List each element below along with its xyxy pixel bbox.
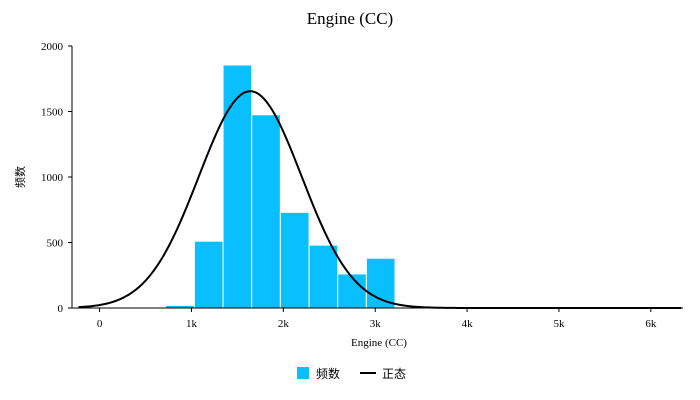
legend-line-label: 正态 — [382, 367, 406, 381]
legend-bar-swatch — [297, 367, 309, 379]
legend: 频数 正态 — [297, 366, 406, 381]
legend-bar-label: 频数 — [316, 366, 340, 381]
y-tick-label: 1500 — [41, 107, 64, 119]
x-tick-label: 1k — [186, 318, 198, 330]
histogram-bar-4 — [279, 211, 310, 309]
histogram-bar-1 — [193, 240, 224, 309]
x-tick-label: 0 — [97, 318, 103, 330]
histogram-bar-7 — [365, 257, 396, 309]
x-tick-label: 2k — [278, 318, 290, 330]
y-tick-label: 0 — [58, 303, 64, 315]
bars-group — [165, 64, 683, 309]
y-tick-label: 500 — [47, 238, 64, 250]
histogram-bar-2 — [222, 64, 253, 309]
histogram-bar-3 — [251, 114, 281, 309]
x-tick-label: 6k — [645, 318, 657, 330]
histogram-bar-5 — [308, 244, 339, 309]
histogram-bar-6 — [337, 273, 367, 309]
y-axis-title: 频数 — [13, 166, 27, 188]
axes-group: 0 500 1000 1500 2000 0 1k 2k 3k 4k 5k 6k — [41, 41, 683, 330]
y-tick-label: 2000 — [41, 41, 64, 53]
x-tick-label: 3k — [370, 318, 382, 330]
x-tick-label: 5k — [553, 318, 565, 330]
x-axis-title: Engine (CC) — [351, 337, 407, 349]
chart-title: Engine (CC) — [307, 9, 393, 28]
y-tick-label: 1000 — [41, 172, 64, 184]
x-tick-label: 4k — [462, 318, 474, 330]
